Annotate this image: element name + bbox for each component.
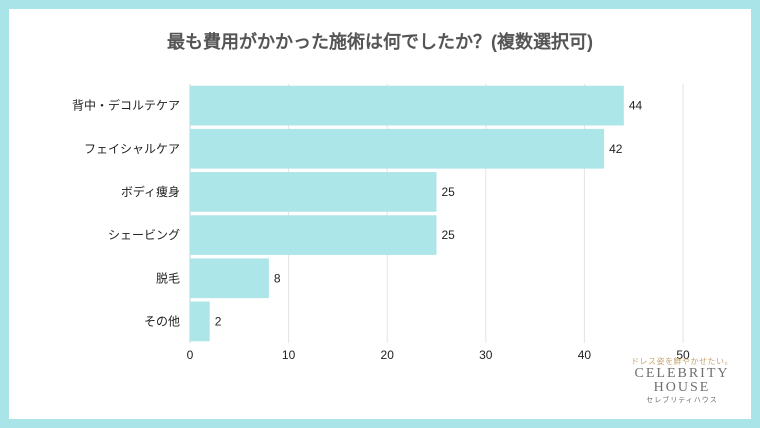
value-label-1: 42: [609, 142, 623, 156]
x-tick-label-20: 20: [381, 348, 395, 362]
value-label-3: 25: [442, 228, 456, 242]
category-label-0: 背中・デコルテケア: [72, 98, 180, 113]
labels: 0 10 20 30 40 50 背中・デコルテケア 44 フェイシャルケア 42 ボディ痩身 25 シ…: [72, 98, 690, 362]
logo-line-2: HOUSE: [653, 380, 711, 395]
value-label-4: 8: [274, 271, 281, 285]
value-label-0: 44: [629, 99, 643, 113]
category-label-4: 脱毛: [156, 270, 180, 285]
brand-logo: ドレス姿を鮮やかせたい。 CELEBRITY HOUSE セレブリティハウス: [620, 356, 744, 405]
bar-1: [190, 128, 605, 169]
category-label-2: ボディ痩身: [121, 184, 180, 199]
grid-lines: [189, 84, 684, 343]
x-tick-label-30: 30: [479, 348, 493, 362]
bar-5: [190, 301, 210, 342]
bar-3: [190, 215, 437, 255]
category-label-3: シェービング: [108, 228, 180, 242]
x-tick-label-40: 40: [578, 348, 592, 362]
logo-line-1: CELEBRITY: [634, 366, 730, 381]
category-label-5: その他: [144, 314, 180, 328]
x-tick-label-50: 50: [676, 348, 690, 362]
x-tick-label-10: 10: [282, 348, 296, 362]
logo-kana: セレブリティハウス: [646, 396, 718, 404]
value-label-2: 25: [442, 185, 456, 199]
chart-title: 最も費用がかかった施術は何でしたか？(複数選択可): [167, 32, 593, 52]
bars: [190, 85, 624, 342]
category-label-1: フェイシャルケア: [84, 142, 180, 156]
value-label-5: 2: [215, 314, 222, 328]
bar-4: [190, 258, 269, 299]
logo-tagline: ドレス姿を鮮やかせたい。: [631, 357, 733, 366]
bar-0: [190, 85, 624, 126]
bar-2: [190, 172, 437, 212]
x-tick-label-0: 0: [187, 348, 194, 362]
